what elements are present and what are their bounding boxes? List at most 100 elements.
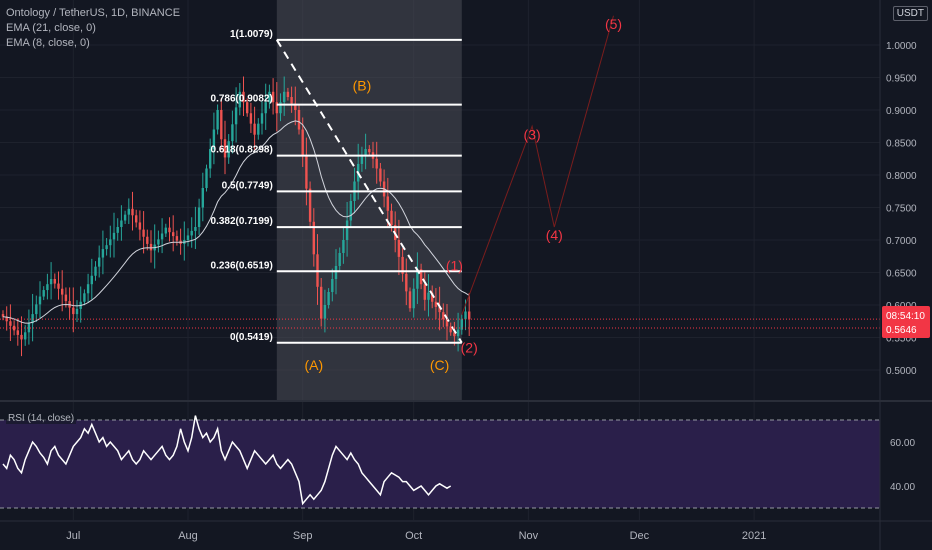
candle-body[interactable] bbox=[197, 207, 201, 228]
candle-body[interactable] bbox=[442, 312, 445, 320]
candle-body[interactable] bbox=[175, 236, 179, 241]
candle-body[interactable] bbox=[212, 129, 216, 150]
candle-body[interactable] bbox=[42, 290, 45, 297]
candle-body[interactable] bbox=[260, 113, 264, 124]
wave-label[interactable]: (A) bbox=[304, 357, 323, 373]
candle-body[interactable] bbox=[268, 91, 271, 103]
candle-body[interactable] bbox=[334, 266, 338, 279]
candle-body[interactable] bbox=[98, 257, 101, 267]
wave-label[interactable]: (3) bbox=[524, 126, 541, 142]
candle-body[interactable] bbox=[431, 292, 434, 302]
candle-body[interactable] bbox=[149, 243, 153, 251]
candle-body[interactable] bbox=[368, 149, 371, 153]
candle-body[interactable] bbox=[294, 103, 297, 111]
candle-body[interactable] bbox=[83, 293, 86, 302]
candle-body[interactable] bbox=[286, 91, 290, 97]
candle-body[interactable] bbox=[105, 245, 108, 250]
candle-body[interactable] bbox=[94, 266, 97, 276]
candle-body[interactable] bbox=[16, 330, 19, 335]
candle-body[interactable] bbox=[27, 323, 31, 333]
candle-body[interactable] bbox=[164, 227, 167, 234]
candle-body[interactable] bbox=[453, 332, 456, 337]
candle-body[interactable] bbox=[24, 332, 27, 340]
candle-body[interactable] bbox=[342, 240, 345, 253]
candle-body[interactable] bbox=[275, 102, 278, 114]
candle-body[interactable] bbox=[209, 149, 212, 169]
candle-body[interactable] bbox=[375, 158, 378, 169]
rsi-line[interactable] bbox=[2, 415, 452, 506]
candle-body[interactable] bbox=[172, 232, 175, 237]
candle-body[interactable] bbox=[253, 123, 256, 135]
candle-body[interactable] bbox=[120, 220, 123, 228]
candle-body[interactable] bbox=[160, 233, 164, 240]
candle-body[interactable] bbox=[127, 208, 130, 215]
candle-body[interactable] bbox=[75, 308, 79, 315]
candle-body[interactable] bbox=[338, 253, 341, 266]
candle-body[interactable] bbox=[445, 319, 449, 327]
candle-body[interactable] bbox=[390, 210, 393, 226]
candle-body[interactable] bbox=[220, 110, 223, 140]
candle-body[interactable] bbox=[116, 227, 119, 233]
fib-trend-line[interactable] bbox=[275, 39, 463, 344]
candle-body[interactable] bbox=[57, 283, 60, 289]
candle-body[interactable] bbox=[301, 129, 304, 157]
candle-body[interactable] bbox=[449, 326, 452, 333]
candle-body[interactable] bbox=[386, 196, 389, 211]
candle-body[interactable] bbox=[168, 227, 171, 233]
candle-body[interactable] bbox=[242, 91, 245, 103]
candle-body[interactable] bbox=[412, 288, 415, 309]
candle-body[interactable] bbox=[323, 305, 327, 319]
candle-body[interactable] bbox=[223, 139, 227, 158]
candle-body[interactable] bbox=[257, 123, 260, 135]
candle-body[interactable] bbox=[327, 292, 330, 305]
candle-body[interactable] bbox=[35, 304, 38, 315]
candle-body[interactable] bbox=[109, 239, 112, 246]
candle-body[interactable] bbox=[290, 97, 293, 104]
candle-body[interactable] bbox=[194, 227, 197, 231]
candle-body[interactable] bbox=[249, 113, 253, 124]
wave-label[interactable]: (4) bbox=[546, 227, 563, 243]
candle-body[interactable] bbox=[231, 124, 234, 142]
candle-body[interactable] bbox=[416, 269, 419, 289]
candle-body[interactable] bbox=[46, 284, 49, 291]
candle-body[interactable] bbox=[61, 288, 64, 295]
candle-body[interactable] bbox=[157, 239, 160, 245]
candle-body[interactable] bbox=[201, 188, 204, 208]
wave-label[interactable]: (B) bbox=[353, 78, 372, 94]
ema-21-legend[interactable]: EMA (21, close, 0) bbox=[6, 22, 96, 34]
candle-body[interactable] bbox=[283, 91, 286, 103]
wave-label[interactable]: (5) bbox=[605, 16, 622, 32]
candle-body[interactable] bbox=[72, 307, 75, 315]
candle-body[interactable] bbox=[90, 275, 93, 285]
candle-body[interactable] bbox=[135, 215, 138, 223]
candle-body[interactable] bbox=[9, 321, 12, 326]
candle-body[interactable] bbox=[434, 301, 438, 307]
candle-body[interactable] bbox=[401, 256, 404, 274]
candle-body[interactable] bbox=[397, 240, 401, 257]
candle-body[interactable] bbox=[31, 314, 34, 324]
candle-body[interactable] bbox=[38, 296, 42, 305]
candle-body[interactable] bbox=[279, 102, 282, 114]
candle-body[interactable] bbox=[345, 220, 349, 241]
candle-body[interactable] bbox=[264, 102, 267, 114]
candle-body[interactable] bbox=[86, 284, 90, 294]
candle-body[interactable] bbox=[360, 155, 364, 164]
fib-retracement-zone[interactable] bbox=[276, 0, 462, 400]
candle-body[interactable] bbox=[297, 110, 301, 130]
symbol-title[interactable]: Ontology / TetherUS, 1D, BINANCE bbox=[6, 7, 181, 19]
candle-body[interactable] bbox=[112, 232, 116, 240]
candle-body[interactable] bbox=[305, 156, 308, 189]
wave-projection-line[interactable] bbox=[461, 15, 614, 315]
candle-body[interactable] bbox=[320, 286, 323, 319]
candle-body[interactable] bbox=[1, 314, 5, 317]
candle-body[interactable] bbox=[349, 201, 352, 221]
candle-body[interactable] bbox=[312, 221, 315, 255]
candle-body[interactable] bbox=[331, 279, 334, 292]
candle-body[interactable] bbox=[234, 107, 238, 125]
candle-body[interactable] bbox=[138, 222, 142, 230]
candle-body[interactable] bbox=[238, 91, 241, 108]
candle-body[interactable] bbox=[438, 306, 441, 313]
candle-body[interactable] bbox=[216, 110, 219, 130]
candle-body[interactable] bbox=[405, 273, 408, 292]
wave-label[interactable]: (2) bbox=[461, 339, 478, 355]
